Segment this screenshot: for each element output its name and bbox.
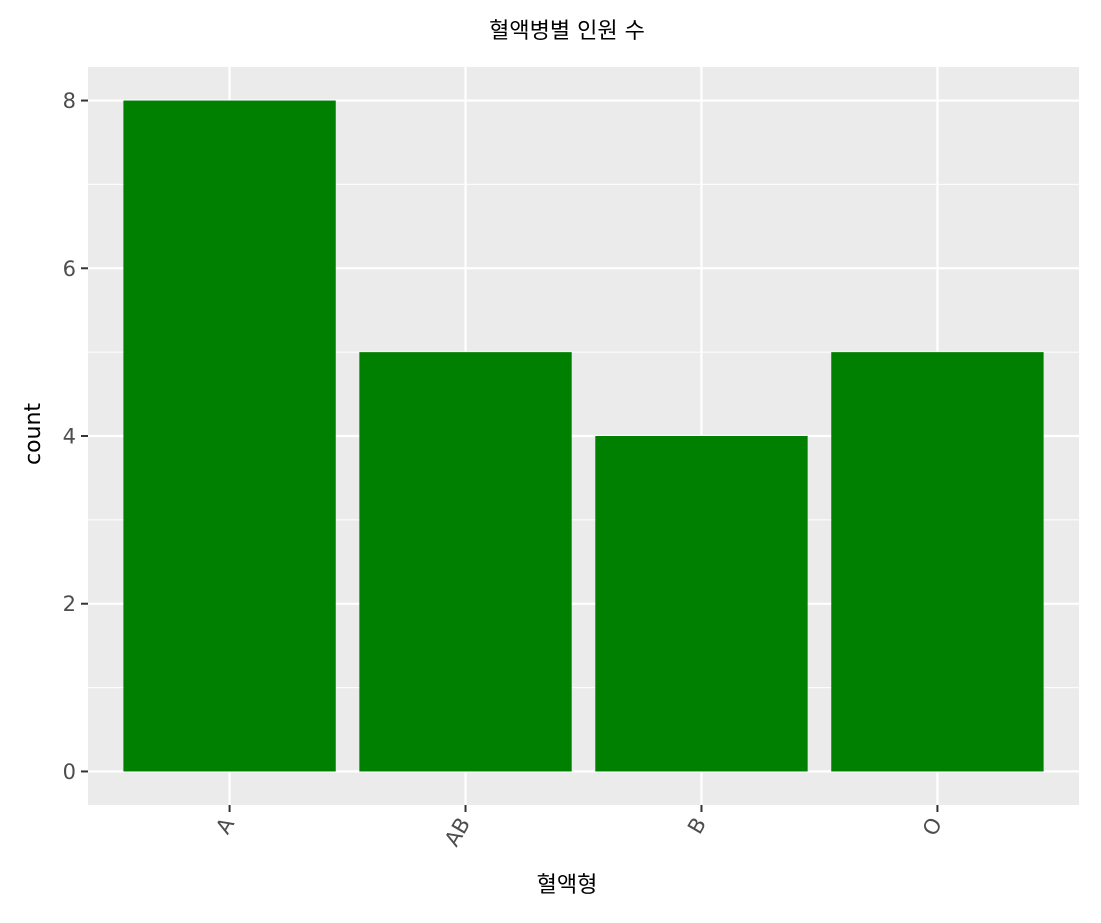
x-axis-title: 혈액형 xyxy=(537,873,598,898)
y-tick-label: 2 xyxy=(63,592,76,616)
y-axis-ticks: 0 2 4 6 8 xyxy=(63,89,88,784)
y-axis-title: count xyxy=(21,403,46,465)
x-axis-ticks: A AB B O xyxy=(211,805,947,850)
bars xyxy=(123,100,1044,772)
bar-b xyxy=(595,436,808,772)
y-tick-label: 6 xyxy=(63,257,76,281)
x-tick-label: O xyxy=(918,814,947,840)
y-tick-label: 4 xyxy=(63,425,76,449)
bar-ab xyxy=(359,352,572,772)
x-tick-label: B xyxy=(683,814,711,838)
chart-title: 혈액병별 인원 수 xyxy=(489,19,645,44)
x-tick-label: AB xyxy=(440,814,475,851)
bar-a xyxy=(123,100,336,772)
x-tick-label: A xyxy=(211,813,239,838)
y-tick-label: 8 xyxy=(63,89,76,113)
bar-o xyxy=(831,352,1044,772)
y-tick-label: 0 xyxy=(63,760,76,784)
